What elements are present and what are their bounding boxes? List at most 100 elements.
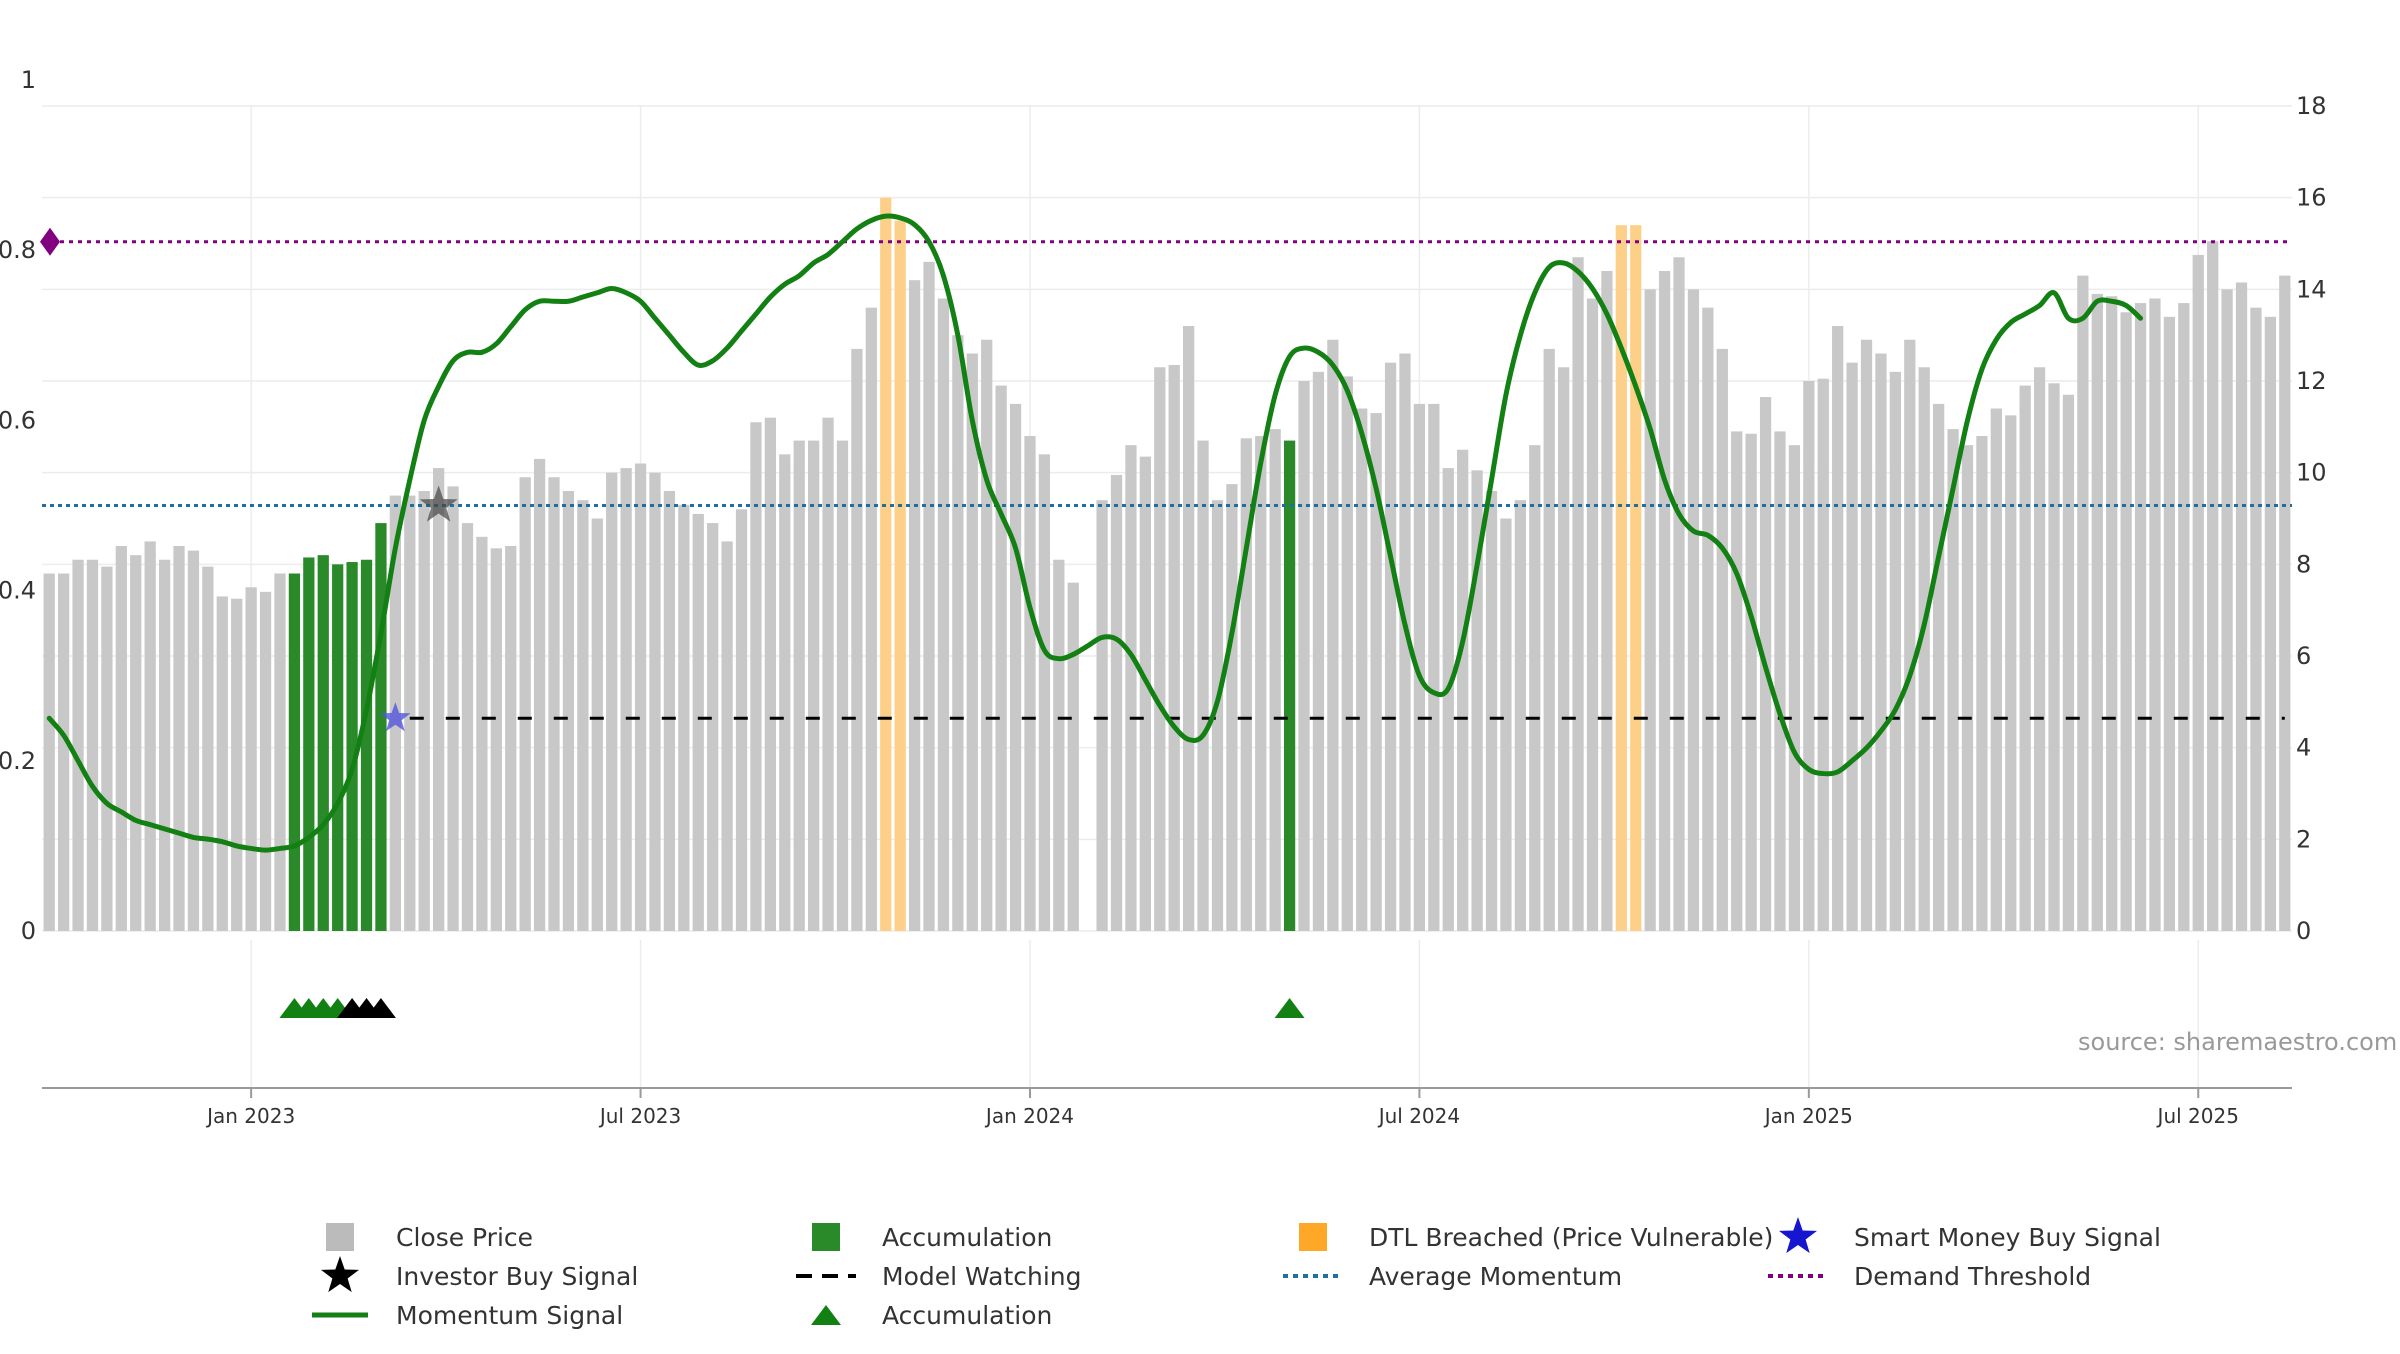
close-price-bar <box>865 307 877 932</box>
y-right-tick-label: 0 <box>2296 917 2311 945</box>
source-text: source: sharemaestro.com <box>2078 1028 2397 1056</box>
close-price-bar <box>505 546 517 931</box>
close-price-bar <box>548 477 560 931</box>
accumulation-bar <box>317 555 329 931</box>
close-price-bar <box>779 454 791 931</box>
close-price-bar <box>1197 440 1209 931</box>
y-right-tick-label: 6 <box>2296 642 2311 670</box>
accumulation-bar <box>360 559 373 931</box>
close-price-bar <box>1803 381 1815 931</box>
close-price-bar <box>1442 468 1454 931</box>
accumulation-bar <box>332 564 344 931</box>
x-tick-label: Jan 2025 <box>1763 1104 1853 1128</box>
close-price-bar <box>937 298 950 931</box>
close-price-bar <box>1399 353 1411 931</box>
close-price-bar <box>245 587 257 931</box>
y-left-tick-label: 0.8 <box>0 236 36 264</box>
close-price-bar <box>562 491 575 931</box>
close-price-bar <box>1875 353 1887 931</box>
close-price-bar <box>1860 339 1873 931</box>
y-right-tick-label: 10 <box>2296 459 2327 487</box>
close-price-bar <box>1558 367 1570 931</box>
dtl-bar <box>894 220 906 932</box>
close-price-bar <box>1586 298 1599 931</box>
close-price-bar <box>1976 436 1988 931</box>
legend-swatch-square <box>812 1223 840 1251</box>
close-price-bar <box>433 468 445 931</box>
close-price-bar <box>1024 436 1036 931</box>
accumulation-bar <box>1283 440 1296 931</box>
momentum-signal-line <box>46 213 2144 853</box>
close-price-bar <box>1687 289 1700 931</box>
close-price-bar <box>1644 289 1656 931</box>
legend-label: Demand Threshold <box>1854 1262 2091 1291</box>
close-price-bar <box>1601 271 1613 931</box>
legend-swatch-star <box>320 1256 360 1293</box>
close-price-bar <box>1067 582 1079 931</box>
close-price-bar <box>1226 484 1238 931</box>
close-price-bar <box>851 348 863 932</box>
close-price-bar <box>461 523 474 931</box>
investor-triangle <box>365 998 396 1018</box>
close-price-bar <box>591 518 603 931</box>
close-price-bar <box>2235 282 2248 931</box>
y-left-tick-label: 0 <box>21 917 36 945</box>
investor-buy-star <box>419 485 458 522</box>
y-left-tick-label: 0.6 <box>0 406 36 434</box>
accumulation-bar <box>303 557 315 931</box>
close-price-bar <box>173 546 185 931</box>
close-price-bar <box>72 559 84 931</box>
close-price-bar <box>1211 500 1224 931</box>
marker-layer <box>40 227 458 732</box>
close-price-bar <box>58 573 70 931</box>
legend-label: Momentum Signal <box>396 1301 623 1330</box>
close-price-bar <box>1053 559 1065 931</box>
close-price-bar <box>2019 385 2031 931</box>
close-price-bar <box>1514 500 1526 931</box>
reference-lines <box>42 240 2292 720</box>
accumulation-bar <box>288 573 301 931</box>
legend: Close Price Accumulation DTL Breached (Pri… <box>312 1217 2161 1330</box>
close-price-bar <box>1500 518 1512 931</box>
close-price-bar <box>721 541 733 931</box>
close-price-bar <box>1889 371 1901 931</box>
signal-triangles <box>279 998 1305 1018</box>
close-price-bar <box>533 458 546 931</box>
legend-swatch-star <box>1778 1217 1818 1254</box>
close-price-bar <box>634 463 647 931</box>
dtl-bar <box>1630 225 1642 931</box>
close-price-bar <box>966 353 978 931</box>
close-price-bar <box>1298 381 1310 931</box>
x-tick-label: Jan 2023 <box>205 1104 295 1128</box>
close-price-bar <box>2250 307 2262 932</box>
close-price-bar <box>101 566 113 931</box>
x-tick-label: Jul 2025 <box>2156 1104 2239 1128</box>
accumulation-bar <box>375 523 387 931</box>
x-tick-label: Jan 2024 <box>984 1104 1074 1128</box>
close-price-bar <box>1572 257 1584 931</box>
close-price-bar <box>2048 383 2060 932</box>
y-right-tick-label: 12 <box>2296 367 2327 395</box>
close-price-bar <box>577 500 589 931</box>
close-price-bar <box>1947 429 1959 931</box>
y-left-tick-label: 1 <box>21 66 36 94</box>
close-price-bar <box>606 472 618 931</box>
close-price-bar <box>1774 431 1786 931</box>
y-right-tick-label: 2 <box>2296 825 2311 853</box>
close-price-bar <box>2077 275 2089 931</box>
y-right-tick-label: 14 <box>2296 275 2327 303</box>
close-price-bar <box>1673 257 1685 931</box>
accumulation-triangle <box>1274 998 1305 1018</box>
legend-swatch-triangle <box>811 1305 841 1325</box>
y-right-tick-label: 18 <box>2296 92 2327 120</box>
close-price-bar <box>663 491 676 931</box>
close-price-bar <box>764 417 776 932</box>
close-price-bar <box>418 491 430 931</box>
close-price-bar <box>2163 316 2176 931</box>
close-price-bar <box>2134 303 2147 931</box>
bar-layer <box>43 197 2291 932</box>
close-price-bar <box>1485 491 1498 931</box>
